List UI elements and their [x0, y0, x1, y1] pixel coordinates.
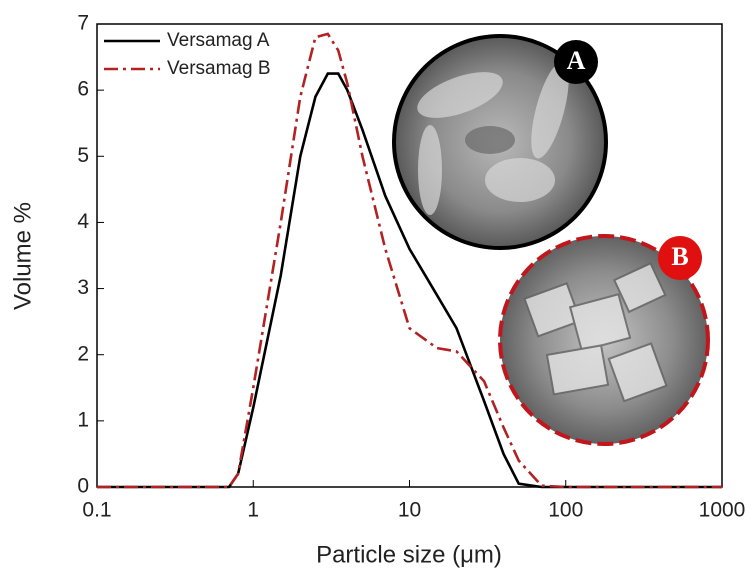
y-tick-label: 0 [77, 475, 89, 498]
x-tick-label: 100 [548, 499, 583, 522]
y-tick-label: 1 [77, 408, 89, 431]
y-tick-label: 6 [77, 78, 89, 101]
page: {"chart_data": {"type": "line", "x_label… [0, 0, 755, 582]
inset-label: A [567, 46, 586, 75]
chart: 0 1 2 3 4 5 6 7 0.1 1 10 100 1000 Particle size (μm)… [0, 0, 755, 577]
y-tick-label: 7 [77, 12, 89, 35]
y-tick-label: 5 [77, 144, 89, 167]
x-tick-label: 0.1 [82, 499, 111, 522]
y-axis-title: Volume % [9, 202, 36, 310]
x-tick-label: 10 [398, 499, 421, 522]
inset-label: B [671, 242, 688, 271]
legend-label: Versamag B [167, 58, 271, 79]
legend-label: Versamag A [167, 30, 270, 51]
y-tick-label: 3 [77, 276, 89, 299]
y-tick-label: 2 [77, 342, 89, 365]
x-axis-title: Particle size (μm) [316, 541, 502, 568]
x-tick-label: 1000 [699, 499, 746, 522]
inset-a: A [394, 36, 606, 248]
x-tick-label: 1 [247, 499, 259, 522]
y-tick-label: 4 [77, 210, 89, 233]
inset-b: B [500, 236, 708, 444]
